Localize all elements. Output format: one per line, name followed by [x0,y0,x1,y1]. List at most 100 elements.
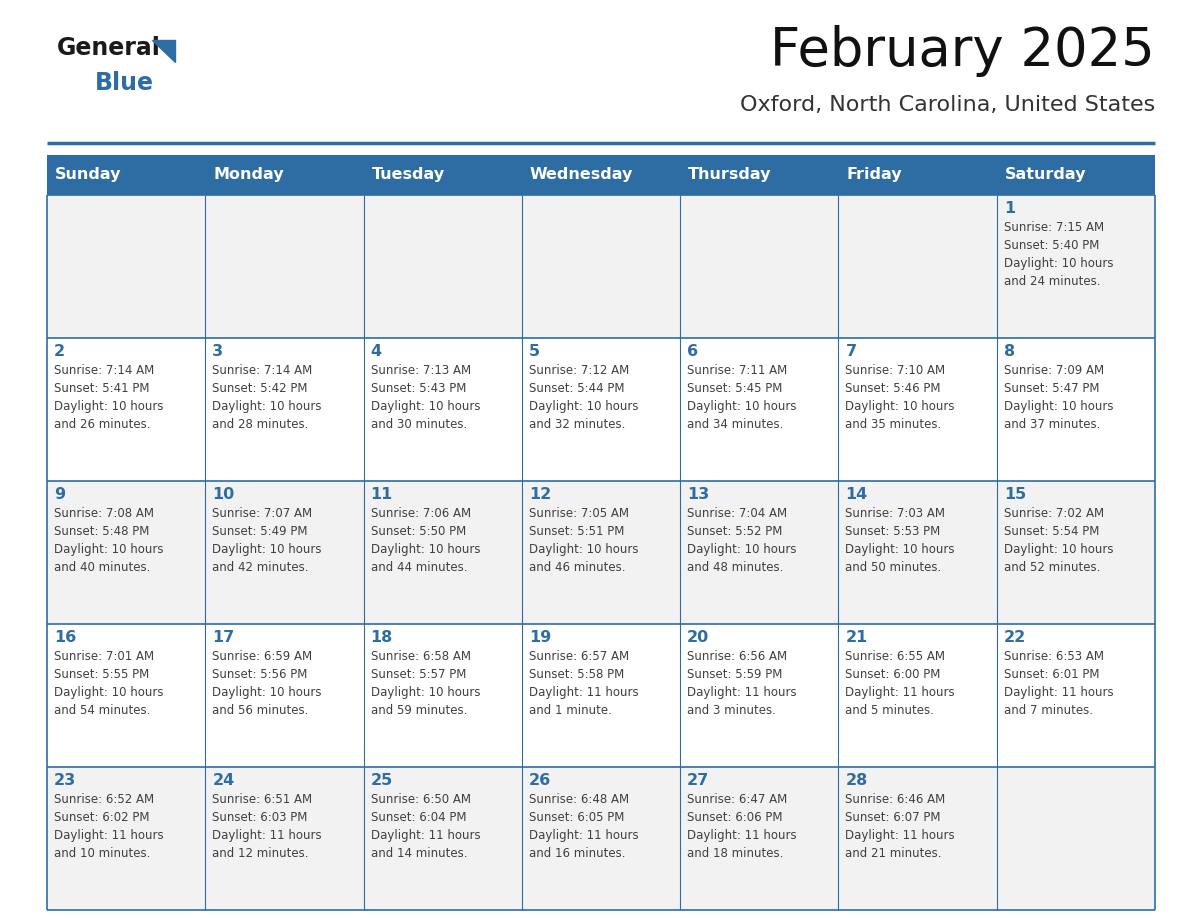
Text: 2: 2 [53,344,65,359]
Text: Tuesday: Tuesday [372,167,444,183]
Polygon shape [152,40,175,62]
Text: 8: 8 [1004,344,1015,359]
Bar [206,624,364,767]
Text: Sunrise: 7:09 AM
Sunset: 5:47 PM
Daylight: 10 hours
and 37 minutes.: Sunrise: 7:09 AM Sunset: 5:47 PM Dayligh… [1004,364,1113,431]
Bar [997,195,1155,338]
Bar [522,624,681,767]
Text: Sunrise: 7:04 AM
Sunset: 5:52 PM
Daylight: 10 hours
and 48 minutes.: Sunrise: 7:04 AM Sunset: 5:52 PM Dayligh… [687,507,797,574]
Text: 9: 9 [53,487,65,502]
Text: Sunrise: 7:15 AM
Sunset: 5:40 PM
Daylight: 10 hours
and 24 minutes.: Sunrise: 7:15 AM Sunset: 5:40 PM Dayligh… [1004,221,1113,288]
Text: Oxford, North Carolina, United States: Oxford, North Carolina, United States [740,95,1155,115]
Text: 27: 27 [687,773,709,788]
Text: Saturday: Saturday [1005,167,1086,183]
Text: Sunrise: 6:56 AM
Sunset: 5:59 PM
Daylight: 11 hours
and 3 minutes.: Sunrise: 6:56 AM Sunset: 5:59 PM Dayligh… [687,650,797,717]
Text: Thursday: Thursday [688,167,772,183]
Text: Sunrise: 7:12 AM
Sunset: 5:44 PM
Daylight: 10 hours
and 32 minutes.: Sunrise: 7:12 AM Sunset: 5:44 PM Dayligh… [529,364,638,431]
Text: 13: 13 [687,487,709,502]
Bar [681,767,839,910]
Text: Wednesday: Wednesday [530,167,633,183]
Text: Sunrise: 7:02 AM
Sunset: 5:54 PM
Daylight: 10 hours
and 52 minutes.: Sunrise: 7:02 AM Sunset: 5:54 PM Dayligh… [1004,507,1113,574]
Text: 22: 22 [1004,630,1026,645]
Text: 16: 16 [53,630,76,645]
Bar [364,338,522,481]
Text: Sunrise: 6:53 AM
Sunset: 6:01 PM
Daylight: 11 hours
and 7 minutes.: Sunrise: 6:53 AM Sunset: 6:01 PM Dayligh… [1004,650,1113,717]
Bar [522,338,681,481]
Bar [364,481,522,624]
Bar [997,624,1155,767]
Text: 25: 25 [371,773,393,788]
Text: 3: 3 [213,344,223,359]
Text: 20: 20 [687,630,709,645]
Bar [522,767,681,910]
Text: Sunrise: 7:13 AM
Sunset: 5:43 PM
Daylight: 10 hours
and 30 minutes.: Sunrise: 7:13 AM Sunset: 5:43 PM Dayligh… [371,364,480,431]
Text: 7: 7 [846,344,857,359]
Text: 23: 23 [53,773,76,788]
Bar [997,767,1155,910]
Text: 15: 15 [1004,487,1026,502]
Bar [839,338,997,481]
Bar [48,624,206,767]
Text: Sunrise: 7:11 AM
Sunset: 5:45 PM
Daylight: 10 hours
and 34 minutes.: Sunrise: 7:11 AM Sunset: 5:45 PM Dayligh… [687,364,797,431]
Text: 5: 5 [529,344,541,359]
Text: Sunrise: 7:14 AM
Sunset: 5:41 PM
Daylight: 10 hours
and 26 minutes.: Sunrise: 7:14 AM Sunset: 5:41 PM Dayligh… [53,364,164,431]
Bar [48,481,206,624]
Bar [997,481,1155,624]
Bar [364,767,522,910]
Text: Sunrise: 7:07 AM
Sunset: 5:49 PM
Daylight: 10 hours
and 42 minutes.: Sunrise: 7:07 AM Sunset: 5:49 PM Dayligh… [213,507,322,574]
Bar [839,767,997,910]
Text: Blue: Blue [95,71,154,95]
Text: 28: 28 [846,773,867,788]
Text: Sunrise: 6:58 AM
Sunset: 5:57 PM
Daylight: 10 hours
and 59 minutes.: Sunrise: 6:58 AM Sunset: 5:57 PM Dayligh… [371,650,480,717]
Text: Sunrise: 6:57 AM
Sunset: 5:58 PM
Daylight: 11 hours
and 1 minute.: Sunrise: 6:57 AM Sunset: 5:58 PM Dayligh… [529,650,638,717]
Bar [681,481,839,624]
Text: Sunday: Sunday [55,167,121,183]
Bar [681,624,839,767]
Text: Sunrise: 6:46 AM
Sunset: 6:07 PM
Daylight: 11 hours
and 21 minutes.: Sunrise: 6:46 AM Sunset: 6:07 PM Dayligh… [846,793,955,860]
Text: Sunrise: 7:01 AM
Sunset: 5:55 PM
Daylight: 10 hours
and 54 minutes.: Sunrise: 7:01 AM Sunset: 5:55 PM Dayligh… [53,650,164,717]
Text: 24: 24 [213,773,234,788]
Text: General: General [57,36,160,60]
Bar [839,481,997,624]
Text: 6: 6 [687,344,699,359]
Text: Sunrise: 7:10 AM
Sunset: 5:46 PM
Daylight: 10 hours
and 35 minutes.: Sunrise: 7:10 AM Sunset: 5:46 PM Dayligh… [846,364,955,431]
Bar [681,195,839,338]
Bar [48,155,1155,195]
Text: 11: 11 [371,487,393,502]
Bar [839,195,997,338]
Bar [206,195,364,338]
Bar [681,338,839,481]
Text: 17: 17 [213,630,234,645]
Text: Sunrise: 7:05 AM
Sunset: 5:51 PM
Daylight: 10 hours
and 46 minutes.: Sunrise: 7:05 AM Sunset: 5:51 PM Dayligh… [529,507,638,574]
Text: 10: 10 [213,487,234,502]
Bar [522,195,681,338]
Text: 12: 12 [529,487,551,502]
Text: 26: 26 [529,773,551,788]
Text: Sunrise: 7:08 AM
Sunset: 5:48 PM
Daylight: 10 hours
and 40 minutes.: Sunrise: 7:08 AM Sunset: 5:48 PM Dayligh… [53,507,164,574]
Text: Sunrise: 7:06 AM
Sunset: 5:50 PM
Daylight: 10 hours
and 44 minutes.: Sunrise: 7:06 AM Sunset: 5:50 PM Dayligh… [371,507,480,574]
Text: 18: 18 [371,630,393,645]
Bar [522,481,681,624]
Bar [48,338,206,481]
Bar [48,767,206,910]
Text: Sunrise: 6:59 AM
Sunset: 5:56 PM
Daylight: 10 hours
and 56 minutes.: Sunrise: 6:59 AM Sunset: 5:56 PM Dayligh… [213,650,322,717]
Text: 1: 1 [1004,201,1015,216]
Bar [48,195,206,338]
Bar [839,624,997,767]
Bar [364,195,522,338]
Text: Sunrise: 6:47 AM
Sunset: 6:06 PM
Daylight: 11 hours
and 18 minutes.: Sunrise: 6:47 AM Sunset: 6:06 PM Dayligh… [687,793,797,860]
Text: Sunrise: 6:50 AM
Sunset: 6:04 PM
Daylight: 11 hours
and 14 minutes.: Sunrise: 6:50 AM Sunset: 6:04 PM Dayligh… [371,793,480,860]
Text: 19: 19 [529,630,551,645]
Text: Monday: Monday [214,167,284,183]
Text: 4: 4 [371,344,381,359]
Text: Sunrise: 7:14 AM
Sunset: 5:42 PM
Daylight: 10 hours
and 28 minutes.: Sunrise: 7:14 AM Sunset: 5:42 PM Dayligh… [213,364,322,431]
Text: Sunrise: 7:03 AM
Sunset: 5:53 PM
Daylight: 10 hours
and 50 minutes.: Sunrise: 7:03 AM Sunset: 5:53 PM Dayligh… [846,507,955,574]
Text: Friday: Friday [846,167,902,183]
Bar [364,624,522,767]
Text: Sunrise: 6:55 AM
Sunset: 6:00 PM
Daylight: 11 hours
and 5 minutes.: Sunrise: 6:55 AM Sunset: 6:00 PM Dayligh… [846,650,955,717]
Text: February 2025: February 2025 [770,25,1155,77]
Text: 14: 14 [846,487,867,502]
Text: Sunrise: 6:51 AM
Sunset: 6:03 PM
Daylight: 11 hours
and 12 minutes.: Sunrise: 6:51 AM Sunset: 6:03 PM Dayligh… [213,793,322,860]
Bar [997,338,1155,481]
Bar [206,481,364,624]
Bar [206,338,364,481]
